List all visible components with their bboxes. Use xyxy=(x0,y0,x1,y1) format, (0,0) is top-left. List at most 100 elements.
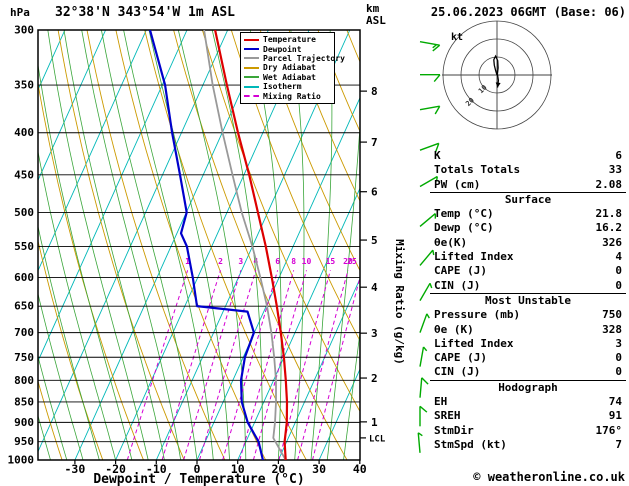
metric-value: 7 xyxy=(615,437,622,451)
mixing-ratio-axis-title: Mixing Ratio (g/kg) xyxy=(393,239,406,365)
x-axis-title: Dewpoint / Temperature (°C) xyxy=(93,472,304,486)
metric-value: 6 xyxy=(615,149,622,162)
altitude-axis-unit-km: km xyxy=(366,2,380,15)
isotherm-line-swatch xyxy=(244,85,259,88)
pressure-tick-label: 700 xyxy=(14,326,34,339)
wet-adiabat-lines xyxy=(38,30,360,460)
metric-value: 16.2 xyxy=(595,221,623,235)
pressure-tick-label: 550 xyxy=(14,240,34,253)
dewpoint-line-swatch xyxy=(244,48,259,51)
legend-label: Dewpoint xyxy=(263,44,302,54)
pressure-tick-label: 650 xyxy=(14,300,34,313)
legend-item-temperature: Temperature xyxy=(244,35,331,44)
temperature-tick-label: -30 xyxy=(65,462,86,476)
metric-label: Dewp (°C) xyxy=(434,221,494,235)
section-title-surface: Surface xyxy=(430,191,626,207)
hodograph-trace xyxy=(493,54,500,88)
svg-text:15: 15 xyxy=(326,257,336,266)
hodograph-ring xyxy=(478,56,516,94)
metric-value: 21.8 xyxy=(595,207,623,221)
panel-row-surface-cape: CAPE (J) 0 xyxy=(430,264,626,278)
temperature-tick-label: -20 xyxy=(105,462,126,476)
metric-label: StmSpd (kt) xyxy=(434,437,507,451)
altitude-axis-unit-asl: ASL xyxy=(366,14,386,27)
metric-label: Totals Totals xyxy=(434,163,521,177)
temperature-trace xyxy=(214,30,289,460)
panel-row-totals-totals: Totals Totals 33 xyxy=(430,163,626,177)
svg-text:20: 20 xyxy=(343,257,353,266)
pressure-tick-label: 850 xyxy=(14,395,34,408)
metric-value: 0 xyxy=(615,351,622,365)
metric-value: 0 xyxy=(615,264,622,278)
temperature-tick-label: 30 xyxy=(312,462,326,476)
pressure-tick-label: 750 xyxy=(14,351,34,364)
legend-label: Parcel Trajectory xyxy=(263,53,345,63)
wet-adiabat-line-swatch xyxy=(244,76,259,79)
panel-row-eh: EH 74 xyxy=(430,395,626,409)
panel-row-stmdir: StmDir 176° xyxy=(430,424,626,438)
metric-value: 0 xyxy=(615,365,622,379)
pressure-gridlines: 300 350 400 450 500 550 600 650 700 750 800 850 900 9… xyxy=(8,24,360,467)
metric-label: Lifted Index xyxy=(434,336,514,350)
dry-adiabat-line-swatch xyxy=(244,66,259,69)
metric-label: CAPE (J) xyxy=(434,351,487,365)
metric-value: 326 xyxy=(602,235,622,249)
parcel-trajectory-trace xyxy=(203,30,287,460)
metric-value: 2.08 xyxy=(595,177,623,191)
km-tick-label: 5 xyxy=(371,234,378,247)
legend-item-parcel: Parcel Trajectory xyxy=(244,54,345,63)
temperature-tick-label: 0 xyxy=(194,462,201,476)
section-title-hodograph: Hodograph xyxy=(430,379,626,395)
station-title: 32°38'N 343°54'W 1m ASL xyxy=(55,5,236,20)
panel-row-surface-lifted-index: Lifted Index 4 xyxy=(430,250,626,264)
temperature-tick-label: 20 xyxy=(271,462,285,476)
metric-label: K xyxy=(434,149,441,162)
legend-label: Wet Adiabat xyxy=(263,72,316,82)
svg-text:1: 1 xyxy=(185,257,190,266)
svg-text:8: 8 xyxy=(291,257,296,266)
metric-label: SREH xyxy=(434,409,461,423)
panel-row-mu-thetae: θe (K) 328 xyxy=(430,323,626,337)
svg-text:2: 2 xyxy=(218,257,223,266)
sounding-traces xyxy=(148,30,289,460)
temperature-axis: -30 -20 -10 0 10 20 30 40 Dewpoint / Temperature… xyxy=(65,460,367,486)
metric-label: CIN (J) xyxy=(434,365,481,379)
km-tick-label: 4 xyxy=(371,281,378,294)
km-tick-label: 7 xyxy=(371,136,378,149)
metric-value: 33 xyxy=(608,163,622,177)
pressure-tick-label: 500 xyxy=(14,206,34,219)
metric-value: 176° xyxy=(595,423,623,437)
panel-row-mu-pressure: Pressure (mb) 750 xyxy=(430,308,626,322)
metric-label: StmDir xyxy=(434,423,474,437)
svg-text:25: 25 xyxy=(347,257,357,266)
metric-value: 4 xyxy=(615,250,622,264)
svg-text:3: 3 xyxy=(238,257,243,266)
metric-label: Pressure (mb) xyxy=(434,308,521,322)
metric-value: 0 xyxy=(615,278,622,292)
pressure-axis-unit: hPa xyxy=(10,6,30,19)
panel-row-mu-cape: CAPE (J) 0 xyxy=(430,351,626,365)
legend-item-isotherm: Isotherm xyxy=(244,82,331,91)
hodograph-unit-label: kt xyxy=(451,32,463,43)
hodograph-ring-label: 20 xyxy=(464,96,476,108)
section-title-most-unstable: Most Unstable xyxy=(430,292,626,308)
legend-item-dry-adiabat: Dry Adiabat xyxy=(244,63,331,72)
panel-row-stmspd: StmSpd (kt) 7 xyxy=(430,438,626,452)
km-tick-label: 3 xyxy=(371,327,378,340)
panel-row-surface-thetae: θe(K) 326 xyxy=(430,236,626,250)
legend-item-mixing-ratio: Mixing Ratio xyxy=(244,91,331,101)
copyright-link[interactable]: © weatheronline.co.uk xyxy=(473,470,625,484)
km-tick-label: 2 xyxy=(371,372,378,385)
temperature-tick-label: 10 xyxy=(231,462,245,476)
km-tick-label: 8 xyxy=(371,85,378,98)
mixing-ratio-line-swatch xyxy=(244,95,259,98)
panel-row-surface-dewp: Dewp (°C) 16.2 xyxy=(430,221,626,235)
km-tick-label: 6 xyxy=(371,186,378,199)
km-tick-label: 1 xyxy=(371,416,378,429)
metric-label: θe (K) xyxy=(434,322,474,336)
